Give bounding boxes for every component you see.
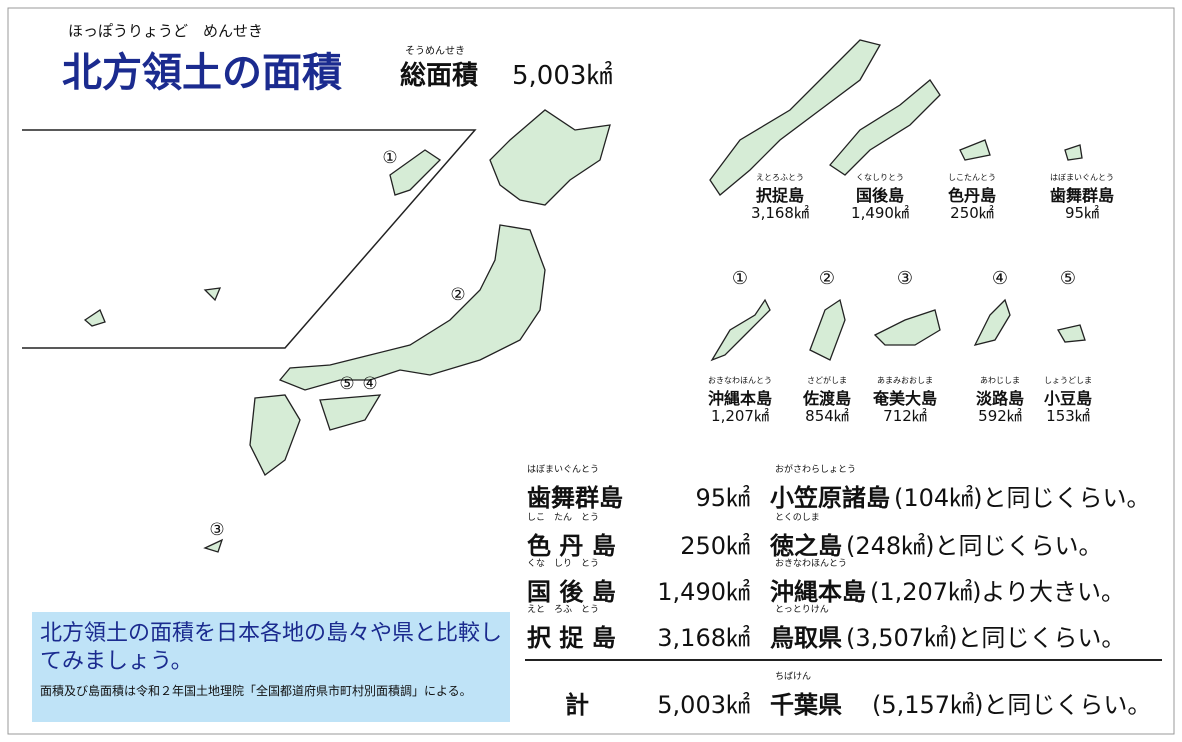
compare-text: (3,507㎢)と同じくらい。 [846, 624, 1126, 652]
total-ruby: そうめんせき [405, 46, 465, 57]
compare-name: 千葉県 [770, 691, 842, 719]
island-ruby: おきなわほんとう [708, 376, 772, 385]
island-area: 1,207㎢ [711, 407, 769, 425]
compare-text: (1,207㎢)より大きい。 [870, 578, 1125, 606]
total-value: 5,003㎢ [512, 61, 613, 91]
island-marker: ③ [896, 268, 914, 289]
island-area: 712㎢ [883, 407, 927, 425]
row-name: 計 [565, 691, 589, 719]
row-name: 歯舞群島 [527, 484, 623, 512]
japan-map [83, 109, 611, 553]
note-main: 北方領土の面積を日本各地の島々や県と比較してみましょう。 [40, 621, 503, 674]
compare-ruby: おがさわらしょとう [775, 465, 857, 475]
island-ruby: はぼまいぐんとう [1050, 173, 1114, 182]
row-area: 1,490㎢ [657, 578, 750, 606]
island-area: 854㎢ [805, 407, 849, 425]
map-marker: ④ [362, 374, 378, 394]
island-marker: ④ [991, 268, 1009, 289]
island-area: 3,168㎢ [751, 204, 809, 222]
island-name: 沖縄本島 [707, 389, 773, 408]
island-name: 択捉島 [755, 186, 805, 205]
map-marker: ③ [209, 520, 225, 540]
island-name: 国後島 [855, 186, 905, 205]
map-marker: ① [382, 148, 398, 168]
compare-name: 徳之島 [770, 532, 842, 560]
row-name: 色 丹 島 [527, 532, 616, 560]
island-ruby: さどがしま [807, 376, 847, 385]
row-ruby: しこ たん とう [527, 513, 600, 523]
island-area: 95㎢ [1064, 204, 1100, 222]
map-marker: ② [450, 285, 466, 305]
compare-ruby: とっとりけん [775, 605, 829, 615]
inset-frame [22, 129, 477, 349]
island-name: 奄美大島 [872, 389, 938, 408]
row-area: 250㎢ [680, 532, 750, 560]
compare-name: 鳥取県 [770, 624, 842, 652]
island-name: 淡路島 [975, 389, 1025, 408]
compare-text: (5,157㎢)と同じくらい。 [872, 691, 1152, 719]
island-shapes [709, 39, 1086, 362]
island-ruby: あわじしま [980, 376, 1020, 385]
island-area: 592㎢ [978, 407, 1022, 425]
note-box [32, 612, 510, 722]
island-area: 250㎢ [950, 204, 994, 222]
island-ruby: くなしりとう [856, 173, 904, 182]
frame [7, 7, 1175, 735]
island-name: 小豆島 [1043, 389, 1093, 408]
island-ruby: あまみおおしま [877, 376, 933, 385]
row-name: 国 後 島 [527, 578, 616, 606]
island-ruby: えとろふとう [756, 173, 804, 182]
row-area: 95㎢ [695, 484, 750, 512]
island-name: 色丹島 [947, 186, 997, 205]
compare-ruby: ちばけん [775, 672, 812, 682]
island-ruby: しょうどしま [1044, 376, 1092, 385]
total-label: 総面積 [400, 61, 479, 91]
island-area: 153㎢ [1046, 407, 1090, 425]
compare-text: (104㎢)と同じくらい。 [894, 484, 1151, 512]
row-ruby: はぼまいぐんとう [527, 465, 600, 475]
title: 北方領土の面積 [62, 50, 342, 96]
island-area: 1,490㎢ [851, 204, 909, 222]
compare-ruby: おきなわほんとう [775, 559, 848, 569]
island-marker: ⑤ [1059, 268, 1077, 289]
row-ruby: えと ろふ とう [527, 605, 600, 615]
compare-text: (248㎢)と同じくらい。 [846, 532, 1103, 560]
island-name: 歯舞群島 [1049, 186, 1115, 205]
title-ruby: ほっぽうりょうど めんせき [68, 22, 264, 40]
compare-name: 沖縄本島 [770, 578, 866, 606]
island-name: 佐渡島 [802, 389, 852, 408]
island-ruby: しこたんとう [948, 173, 996, 182]
island-marker: ① [731, 268, 749, 289]
row-area: 5,003㎢ [657, 691, 750, 719]
row-ruby: くな しり とう [527, 559, 600, 569]
compare-ruby: とくのしま [775, 513, 820, 523]
row-name: 択 捉 島 [527, 624, 616, 652]
compare-name: 小笠原諸島 [770, 484, 890, 512]
map-marker: ⑤ [339, 374, 355, 394]
island-marker: ② [818, 268, 836, 289]
row-area: 3,168㎢ [657, 624, 750, 652]
note-sub: 面積及び島面積は令和２年国土地理院「全国都道府県市町村別面積調」による。 [40, 684, 472, 698]
